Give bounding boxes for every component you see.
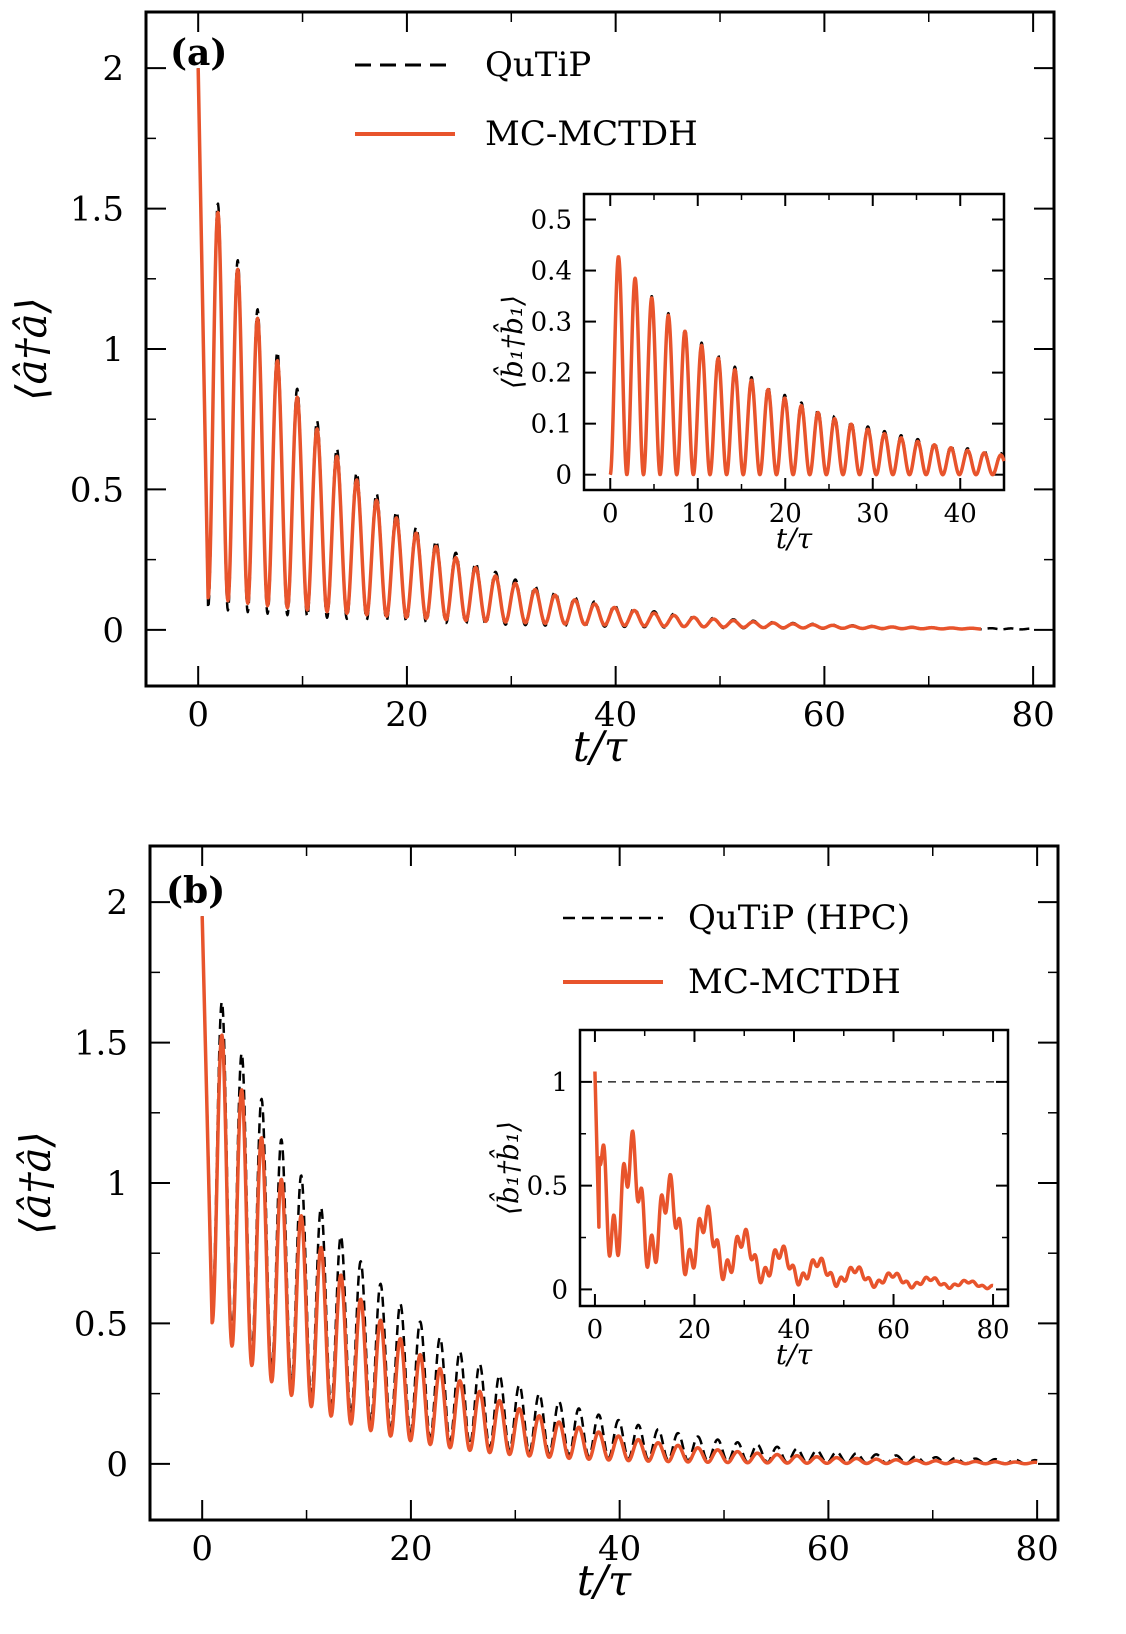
- y-tick-label: 0: [106, 1445, 128, 1485]
- x-axis-title: t/τ: [776, 522, 813, 555]
- panel-b-inset-plot-area: 0 20 40 60 80 0 0.5 1 t/τ ⟨b̂₁†b̂₁⟩: [490, 1030, 1010, 1371]
- panel-a-plot-area: 0 20 40 60 80 0 0.5 1 1.5 2 t/τ ⟨â†â⟩: [7, 12, 1055, 771]
- x-axis-title: t/τ: [776, 1338, 813, 1371]
- y-tick-label: 0.5: [74, 1304, 128, 1344]
- panel-a: 0 20 40 60 80 0 0.5 1 1.5 2 t/τ ⟨â†â⟩ (a) QuTiP MC-…: [7, 10, 1056, 771]
- y-tick-label: 0.3: [531, 308, 572, 338]
- legend-mcmctdh-label: MC-MCTDH: [485, 114, 698, 154]
- y-axis-title: ⟨â†â⟩: [7, 297, 56, 401]
- y-tick-label: 2: [106, 883, 128, 923]
- x-tick-label: 0: [187, 695, 209, 735]
- x-tick-label: 80: [1015, 1529, 1058, 1569]
- y-tick-label: 1: [102, 330, 124, 370]
- y-tick-label: 0.5: [527, 1172, 568, 1202]
- x-tick-label: 60: [803, 695, 846, 735]
- panel-b-series-mc-mctdh: [200, 916, 1039, 1466]
- y-axis-title: ⟨b̂₁†b̂₁⟩: [490, 1121, 525, 1215]
- panel-b: 0 20 40 60 80 0 0.5 1 1.5 2 t/τ ⟨â†â⟩ (b) QuTiP (HP…: [11, 844, 1060, 1605]
- x-tick-label: 20: [769, 499, 802, 529]
- x-tick-label: 40: [777, 1315, 810, 1345]
- y-tick-label: 0: [551, 1275, 568, 1305]
- y-axis-title: ⟨â†â⟩: [11, 1131, 60, 1235]
- x-axis-title: t/τ: [573, 722, 628, 771]
- panel-b-legend: QuTiP (HPC) MC-MCTDH: [563, 898, 910, 1002]
- panel-a-inset-series-mc-mctdh: [608, 255, 1006, 477]
- panel-a-series-mc-mctdh: [196, 68, 983, 631]
- legend-qutip-label: QuTiP: [485, 45, 591, 85]
- y-tick-label: 0: [102, 611, 124, 651]
- panel-b-label: (b): [166, 870, 225, 912]
- y-tick-label: 1: [551, 1068, 568, 1098]
- y-tick-label: 0.4: [531, 257, 572, 287]
- y-tick-label: 0.1: [531, 410, 572, 440]
- x-tick-label: 30: [856, 499, 889, 529]
- x-tick-label: 0: [587, 1315, 604, 1345]
- y-tick-label: 2: [102, 49, 124, 89]
- x-tick-label: 20: [385, 695, 428, 735]
- x-tick-label: 20: [389, 1529, 432, 1569]
- y-axis-title: ⟨b̂₁†b̂₁⟩: [494, 295, 529, 389]
- y-tick-label: 0.5: [70, 470, 124, 510]
- panel-b-inset: 0 20 40 60 80 0 0.5 1 t/τ ⟨b̂₁†b̂₁⟩: [490, 1028, 1010, 1371]
- x-tick-label: 0: [191, 1529, 213, 1569]
- x-tick-label: 20: [678, 1315, 711, 1345]
- x-tick-label: 40: [594, 695, 637, 735]
- x-tick-label: 60: [807, 1529, 850, 1569]
- y-tick-label: 0.2: [531, 359, 572, 389]
- y-tick-label: 1: [106, 1164, 128, 1204]
- x-tick-label: 80: [1011, 695, 1054, 735]
- panel-b-inset-series-mc-mctdh: [593, 1071, 995, 1291]
- panel-a-inset-plot-area: 0 10 20 30 40 0 0.1 0.2 0.3 0.4 0.5 t/τ ⟨b̂₁†b̂₁⟩: [494, 194, 1006, 555]
- x-tick-label: 40: [598, 1529, 641, 1569]
- x-tick-label: 0: [602, 499, 619, 529]
- legend-qutip-hpc-label: QuTiP (HPC): [688, 898, 910, 938]
- y-tick-label: 1.5: [74, 1024, 128, 1064]
- x-tick-label: 60: [877, 1315, 910, 1345]
- x-axis-title: t/τ: [577, 1556, 632, 1605]
- y-tick-label: 1.5: [70, 190, 124, 230]
- x-tick-label: 10: [681, 499, 714, 529]
- panel-a-inset: 0 10 20 30 40 0 0.1 0.2 0.3 0.4 0.5 t/τ ⟨b̂₁†b̂₁⟩: [494, 192, 1006, 555]
- panel-a-label: (a): [170, 32, 227, 74]
- panel-b-plot-area: 0 20 40 60 80 0 0.5 1 1.5 2 t/τ ⟨â†â⟩: [11, 846, 1059, 1605]
- x-tick-label: 40: [944, 499, 977, 529]
- panel-b-series-qutip-hpc: [200, 916, 1038, 1465]
- legend-mcmctdh-label-b: MC-MCTDH: [688, 962, 901, 1002]
- y-tick-label: 0: [555, 461, 572, 491]
- y-tick-label: 0.5: [531, 206, 572, 236]
- panel-b-inset-background: [578, 1028, 1010, 1308]
- x-tick-label: 80: [977, 1315, 1010, 1345]
- panel-a-legend: QuTiP MC-MCTDH: [355, 45, 698, 154]
